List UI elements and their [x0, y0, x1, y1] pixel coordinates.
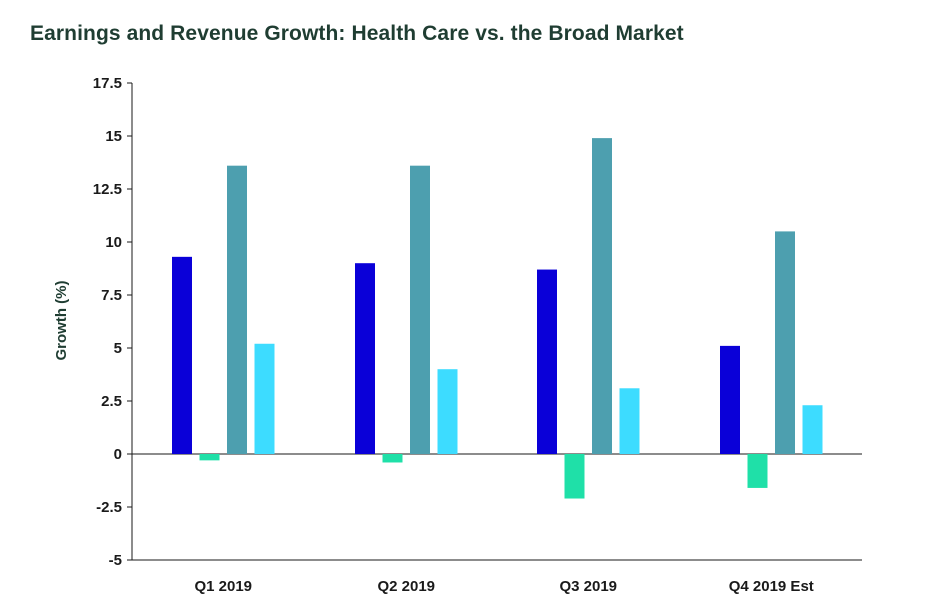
y-tick-label: 17.5: [93, 75, 122, 92]
chart-title: Earnings and Revenue Growth: Health Care…: [30, 22, 684, 45]
bar: [802, 405, 823, 454]
bar: [227, 165, 247, 454]
bar: [720, 345, 740, 454]
bar: [172, 256, 192, 454]
bar: [747, 454, 768, 488]
x-tick-label: Q3 2019: [559, 578, 617, 595]
bar: [199, 454, 220, 461]
bar: [592, 138, 612, 454]
bar: [537, 269, 557, 454]
y-tick-label: -2.5: [96, 499, 122, 516]
y-tick-label: 12.5: [93, 181, 122, 198]
bar: [564, 454, 585, 499]
bar: [619, 388, 640, 454]
y-ticks: 17.5 15 12.5 10 7.5 5 2.5 0 -2.5 -5: [93, 75, 132, 569]
x-tick-label: Q1 2019: [194, 578, 252, 595]
y-tick-label: 0: [114, 446, 122, 463]
y-tick-label: 10: [105, 234, 122, 251]
y-tick-label: -5: [109, 552, 122, 569]
y-tick-label: 2.5: [101, 393, 122, 410]
y-tick-label: 7.5: [101, 287, 122, 304]
bar: [355, 263, 375, 454]
bar: [382, 454, 403, 463]
y-axis-label: Growth (%): [53, 281, 70, 361]
x-tick-labels: Q1 2019 Q2 2019 Q3 2019 Q4 2019 Est: [194, 578, 813, 595]
x-tick-label: Q2 2019: [377, 578, 435, 595]
bar: [775, 231, 795, 454]
bars: [172, 138, 823, 499]
bar: [437, 369, 458, 454]
y-tick-label: 5: [114, 340, 122, 357]
y-tick-label: 15: [105, 128, 122, 145]
x-tick-label: Q4 2019 Est: [729, 578, 814, 595]
axes: [131, 83, 862, 561]
bar: [254, 343, 275, 454]
bar: [410, 165, 430, 454]
